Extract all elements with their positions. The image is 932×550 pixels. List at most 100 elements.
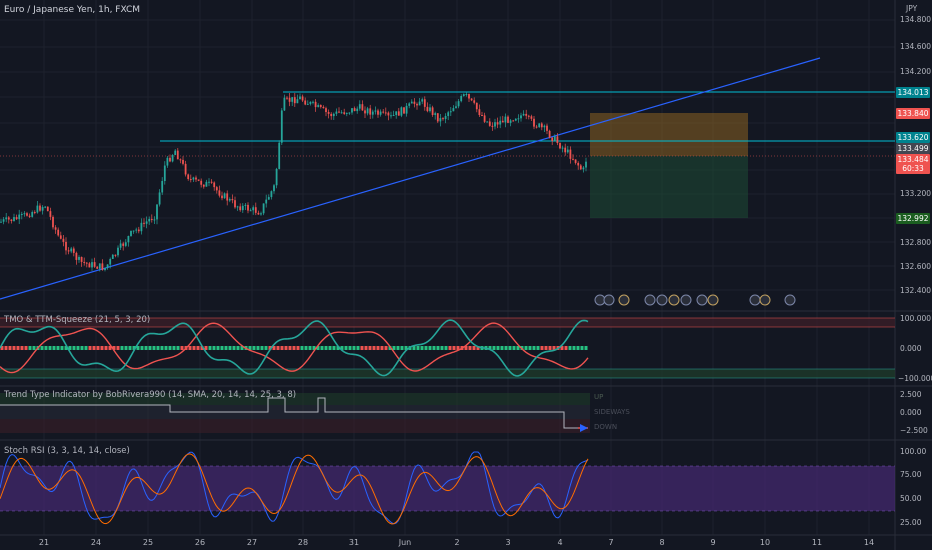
squeeze-dot bbox=[240, 346, 244, 350]
candle-body bbox=[512, 120, 515, 122]
candle-body bbox=[374, 110, 377, 112]
squeeze-dot bbox=[512, 346, 516, 350]
candle-body bbox=[57, 229, 60, 236]
candle-body bbox=[481, 115, 483, 117]
squeeze-dot bbox=[300, 346, 304, 350]
candle-body bbox=[408, 103, 411, 106]
squeeze-dot bbox=[112, 346, 116, 350]
squeeze-dot bbox=[500, 346, 504, 350]
candle-body bbox=[533, 118, 535, 127]
squeeze-dot bbox=[560, 346, 564, 350]
candle-body bbox=[371, 111, 374, 115]
squeeze-dot bbox=[260, 346, 264, 350]
squeeze-dot bbox=[4, 346, 8, 350]
squeeze-dot bbox=[372, 346, 376, 350]
squeeze-dot bbox=[216, 346, 220, 350]
candle-body bbox=[70, 248, 73, 252]
candle-body bbox=[13, 217, 15, 221]
candle-body bbox=[148, 218, 151, 222]
candle-body bbox=[109, 258, 112, 265]
candle-body bbox=[260, 213, 262, 215]
candle-body bbox=[166, 157, 169, 166]
candle-body bbox=[335, 111, 338, 114]
candle-body bbox=[127, 235, 130, 243]
candle-body bbox=[187, 174, 190, 180]
candle-body bbox=[174, 150, 177, 156]
squeeze-dot bbox=[236, 346, 240, 350]
candle-body bbox=[413, 101, 416, 104]
stoch-title[interactable]: Stoch RSI (3, 3, 14, 14, close) bbox=[4, 446, 130, 456]
candle-body bbox=[296, 99, 299, 104]
squeeze-dot bbox=[144, 346, 148, 350]
candle-body bbox=[137, 229, 140, 232]
squeeze-dot bbox=[548, 346, 552, 350]
candle-body bbox=[470, 98, 473, 101]
candle-body bbox=[509, 120, 512, 123]
resistance-price-tag: 134.013 bbox=[896, 87, 930, 98]
candle-body bbox=[257, 212, 260, 215]
candle-body bbox=[382, 111, 385, 113]
candle-body bbox=[439, 118, 442, 122]
candle-body bbox=[345, 112, 348, 114]
squeeze-dot bbox=[268, 346, 272, 350]
stoch-tick: 75.00 bbox=[900, 470, 922, 479]
tmo-tick: −100.000 bbox=[898, 374, 932, 383]
candle-body bbox=[405, 105, 408, 114]
candle-body bbox=[436, 113, 439, 122]
candle-body bbox=[478, 109, 481, 116]
candle-body bbox=[395, 111, 398, 116]
stoch-d-line bbox=[0, 453, 589, 525]
candle-body bbox=[49, 211, 52, 217]
price-tick: 132.600 bbox=[900, 262, 932, 271]
time-tick: 26 bbox=[194, 538, 206, 547]
squeeze-dot bbox=[368, 346, 372, 350]
squeeze-dot bbox=[56, 346, 60, 350]
squeeze-dots bbox=[0, 346, 588, 350]
squeeze-dot bbox=[84, 346, 88, 350]
candlesticks bbox=[0, 92, 587, 272]
candle-body bbox=[28, 215, 31, 217]
candle-body bbox=[332, 113, 335, 117]
candle-body bbox=[96, 266, 99, 269]
candle-body bbox=[226, 193, 229, 201]
tmo-title[interactable]: TMO & TTM-Squeeze (21, 5, 3, 20) bbox=[4, 315, 151, 325]
squeeze-dot bbox=[136, 346, 140, 350]
candle-body bbox=[41, 207, 44, 211]
squeeze-dot bbox=[108, 346, 112, 350]
candle-body bbox=[184, 163, 187, 175]
squeeze-dot bbox=[40, 346, 44, 350]
candle-body bbox=[384, 112, 387, 114]
candle-body bbox=[2, 219, 5, 222]
squeeze-dot bbox=[540, 346, 544, 350]
squeeze-dot bbox=[0, 346, 4, 350]
candle-body bbox=[169, 157, 171, 162]
candle-body bbox=[52, 216, 54, 228]
squeeze-dot bbox=[148, 346, 152, 350]
candle-body bbox=[101, 263, 104, 271]
squeeze-dot bbox=[424, 346, 428, 350]
candle-body bbox=[210, 181, 213, 183]
squeeze-dot bbox=[468, 346, 472, 350]
squeeze-dot bbox=[104, 346, 108, 350]
candle-body bbox=[507, 116, 509, 123]
candle-body bbox=[244, 204, 247, 206]
squeeze-dot bbox=[132, 346, 136, 350]
candle-body bbox=[80, 256, 83, 262]
candle-body bbox=[431, 107, 434, 115]
squeeze-dot bbox=[220, 346, 224, 350]
trend-tick: −2.500 bbox=[900, 426, 928, 435]
candle-body bbox=[348, 112, 351, 114]
squeeze-dot bbox=[272, 346, 276, 350]
price-tick: 132.800 bbox=[900, 238, 932, 247]
trend-title[interactable]: Trend Type Indicator by BobRivera990 (14… bbox=[4, 390, 297, 400]
squeeze-dot bbox=[248, 346, 252, 350]
tmo-tick: 0.000 bbox=[900, 344, 922, 353]
candle-body bbox=[475, 102, 478, 110]
candle-body bbox=[299, 96, 301, 100]
candle-body bbox=[520, 115, 522, 119]
candle-body bbox=[317, 105, 320, 108]
candle-body bbox=[65, 241, 67, 251]
candle-body bbox=[494, 122, 496, 127]
squeeze-dot bbox=[332, 346, 336, 350]
